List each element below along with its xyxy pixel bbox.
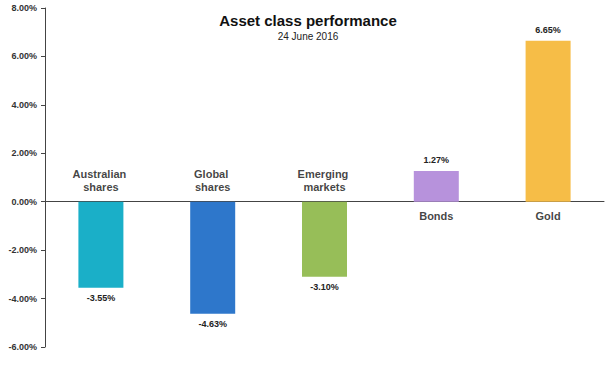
svg-text:shares: shares <box>195 181 230 193</box>
svg-text:-6.00%: -6.00% <box>8 342 37 352</box>
svg-text:0.00%: 0.00% <box>11 197 37 207</box>
svg-text:Bonds: Bonds <box>419 210 453 222</box>
svg-text:6.00%: 6.00% <box>11 51 37 61</box>
svg-text:Asset class performance: Asset class performance <box>219 12 397 29</box>
svg-text:Emerging: Emerging <box>298 168 352 180</box>
svg-text:24 June 2016: 24 June 2016 <box>278 31 339 42</box>
svg-text:6.65%: 6.65% <box>535 25 561 35</box>
svg-text:-4.63%: -4.63% <box>198 319 227 329</box>
svg-text:1.27%: 1.27% <box>424 155 450 165</box>
svg-text:-2.00%: -2.00% <box>8 245 37 255</box>
svg-text:-4.00%: -4.00% <box>8 294 37 304</box>
svg-text:shares: shares <box>83 181 118 193</box>
svg-text:4.00%: 4.00% <box>11 100 37 110</box>
svg-text:Australian: Australian <box>72 168 129 180</box>
svg-text:-3.55%: -3.55% <box>87 293 116 303</box>
svg-text:Gold: Gold <box>536 210 561 222</box>
svg-text:markets: markets <box>303 181 345 193</box>
svg-text:Global: Global <box>194 168 231 180</box>
svg-text:2.00%: 2.00% <box>11 148 37 158</box>
svg-text:-3.10%: -3.10% <box>310 282 339 292</box>
svg-text:8.00%: 8.00% <box>11 3 37 13</box>
